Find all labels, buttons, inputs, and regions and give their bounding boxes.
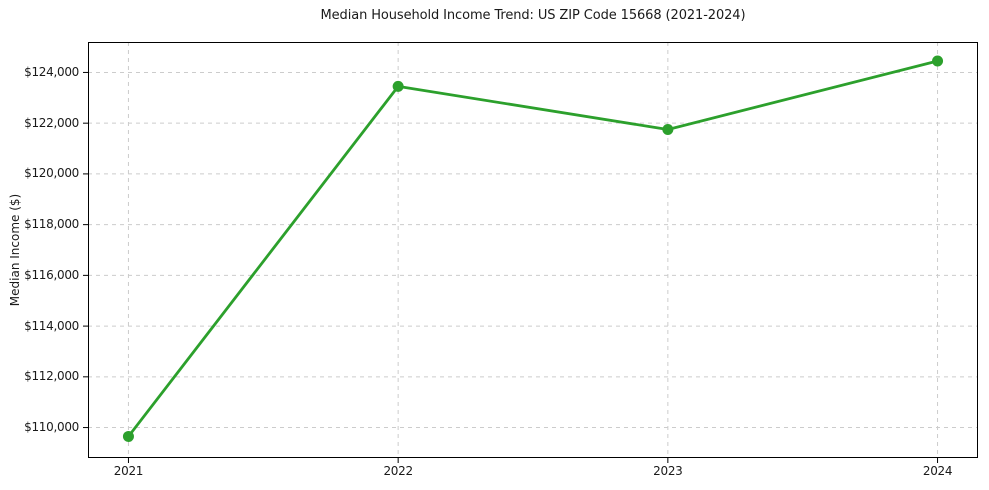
x-tick-label: 2024	[922, 464, 953, 478]
data-point-2023	[662, 124, 674, 136]
data-point-2021	[122, 430, 134, 442]
axes-border	[88, 42, 978, 458]
chart-title: Median Household Income Trend: US ZIP Co…	[320, 8, 746, 23]
x-tick-label: 2022	[383, 464, 413, 478]
x-tick-label: 2023	[653, 464, 683, 478]
y-tick-label: $116,000	[24, 267, 79, 282]
trend-line	[127, 59, 939, 438]
data-point-2022	[392, 80, 404, 92]
y-tick-label: $114,000	[24, 318, 79, 333]
x-tick-label: 2021	[113, 464, 144, 478]
y-tick-label: $118,000	[24, 217, 79, 232]
y-tick-label: $110,000	[24, 420, 79, 435]
y-tick-label: $112,000	[24, 369, 79, 384]
y-tick-label: $120,000	[24, 166, 79, 181]
y-tick-label: $124,000	[24, 64, 79, 79]
y-tick-label: $122,000	[24, 115, 79, 130]
line-chart-svg	[83, 42, 978, 463]
plot-area	[83, 42, 978, 463]
y-axis-label: Median Income ($)	[8, 193, 22, 307]
data-point-2024	[932, 55, 944, 67]
